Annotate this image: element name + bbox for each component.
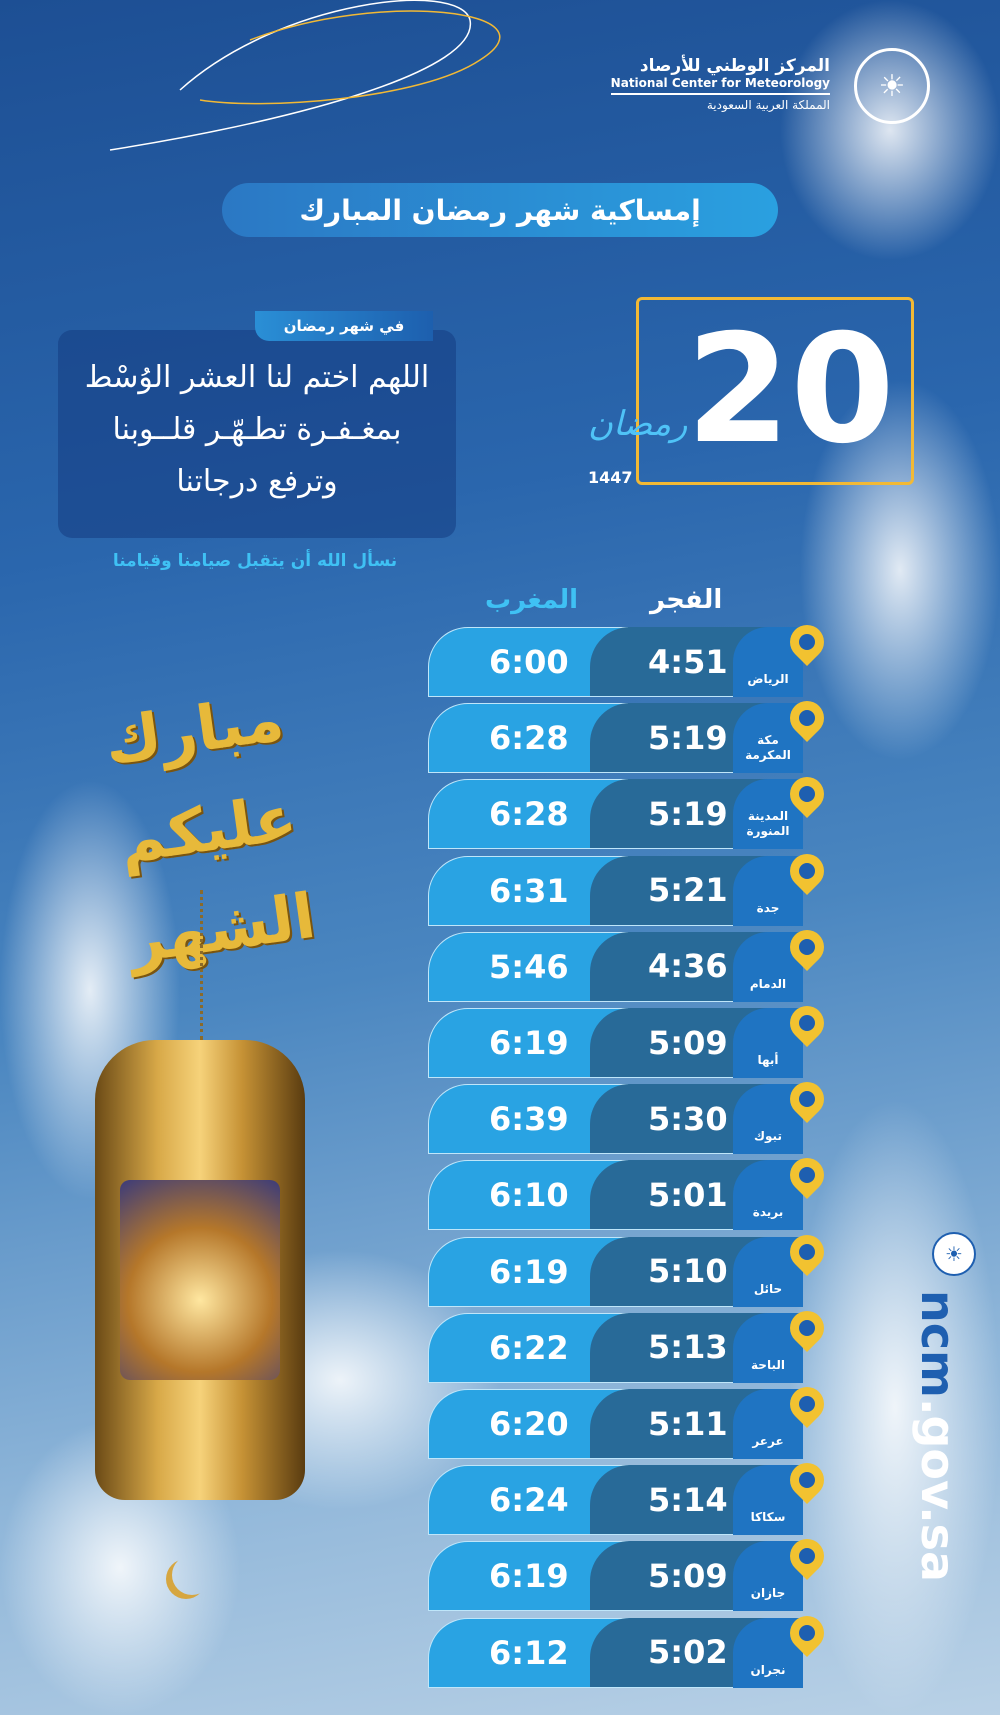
table-row: 6:00 4:51 الرياض (428, 617, 832, 697)
cloud (790, 1100, 1000, 1715)
country-name: المملكة العربية السعودية (706, 98, 830, 112)
org-name-ar: المركز الوطني للأرصاد (639, 56, 830, 76)
city-name: تبوك (733, 1084, 803, 1155)
maghrib-header: المغرب (485, 585, 579, 615)
lantern-image (95, 1040, 305, 1500)
city-name: المدينة المنورة (733, 779, 803, 850)
org-name: المركز الوطني للأرصاد National Center fo… (610, 56, 830, 112)
table-row: 6:39 5:30 تبوك (428, 1075, 832, 1155)
org-name-en: National Center for Meteorology (610, 76, 830, 95)
dua-footer: نسأل الله أن يتقبل صيامنا وقيامنا (112, 551, 398, 571)
ramadan-calligraphy: مبارك عليكم الشهر (100, 681, 320, 978)
ncm-logo: ☀ (854, 48, 930, 124)
ncm-small-logo: ☀ (932, 1232, 976, 1276)
month-name: رمضان (588, 404, 688, 444)
table-row: 6:22 5:13 الباحة (428, 1303, 832, 1383)
table-row: 6:19 5:10 حائل (428, 1227, 832, 1307)
dua-tag: في شهر رمضان (255, 311, 433, 341)
dua-card: اللهم اختم لنا العشر الوُسْط بمغـفـرة تط… (58, 330, 456, 538)
dua-line: وترفع درجاتنا (176, 464, 338, 499)
table-row: 6:24 5:14 سكاكا (428, 1456, 832, 1536)
table-row: 6:12 5:02 نجران (428, 1608, 832, 1688)
table-row: 6:19 5:09 جازان (428, 1532, 832, 1612)
dua-line: بمغـفـرة تطـهّـر قلــوبنا (112, 412, 402, 447)
table-row: 6:10 5:01 بريدة (428, 1151, 832, 1231)
cloud (800, 380, 1000, 760)
lantern-chain (200, 890, 206, 1040)
table-row: 6:28 5:19 المدينة المنورة (428, 770, 832, 850)
page-title: إمساكية شهر رمضان المبارك (222, 183, 778, 237)
fajr-header: الفجر (650, 585, 723, 615)
website-domain: .gov.sa (911, 1397, 965, 1583)
table-row: 5:46 4:36 الدمام (428, 922, 832, 1002)
table-row: 6:31 5:21 جدة (428, 846, 832, 926)
table-row: 6:20 5:11 عرعر (428, 1379, 832, 1459)
hijri-year: 1447 (588, 468, 633, 487)
city-name: الباحة (733, 1312, 803, 1383)
lantern-glass (120, 1180, 280, 1380)
decorative-curves (109, 0, 501, 151)
website-url: ncm.gov.sa (911, 1290, 965, 1582)
crescent-icon (172, 1555, 212, 1595)
website-brand: ncm (911, 1290, 965, 1398)
day-number: 20 (686, 303, 895, 477)
table-row: 6:28 5:19 مكة المكرمة (428, 694, 832, 774)
table-row: 6:19 5:09 أبها (428, 998, 832, 1078)
day-box (636, 297, 914, 485)
dua-line: اللهم اختم لنا العشر الوُسْط (84, 360, 430, 395)
cloud (780, 0, 1000, 260)
